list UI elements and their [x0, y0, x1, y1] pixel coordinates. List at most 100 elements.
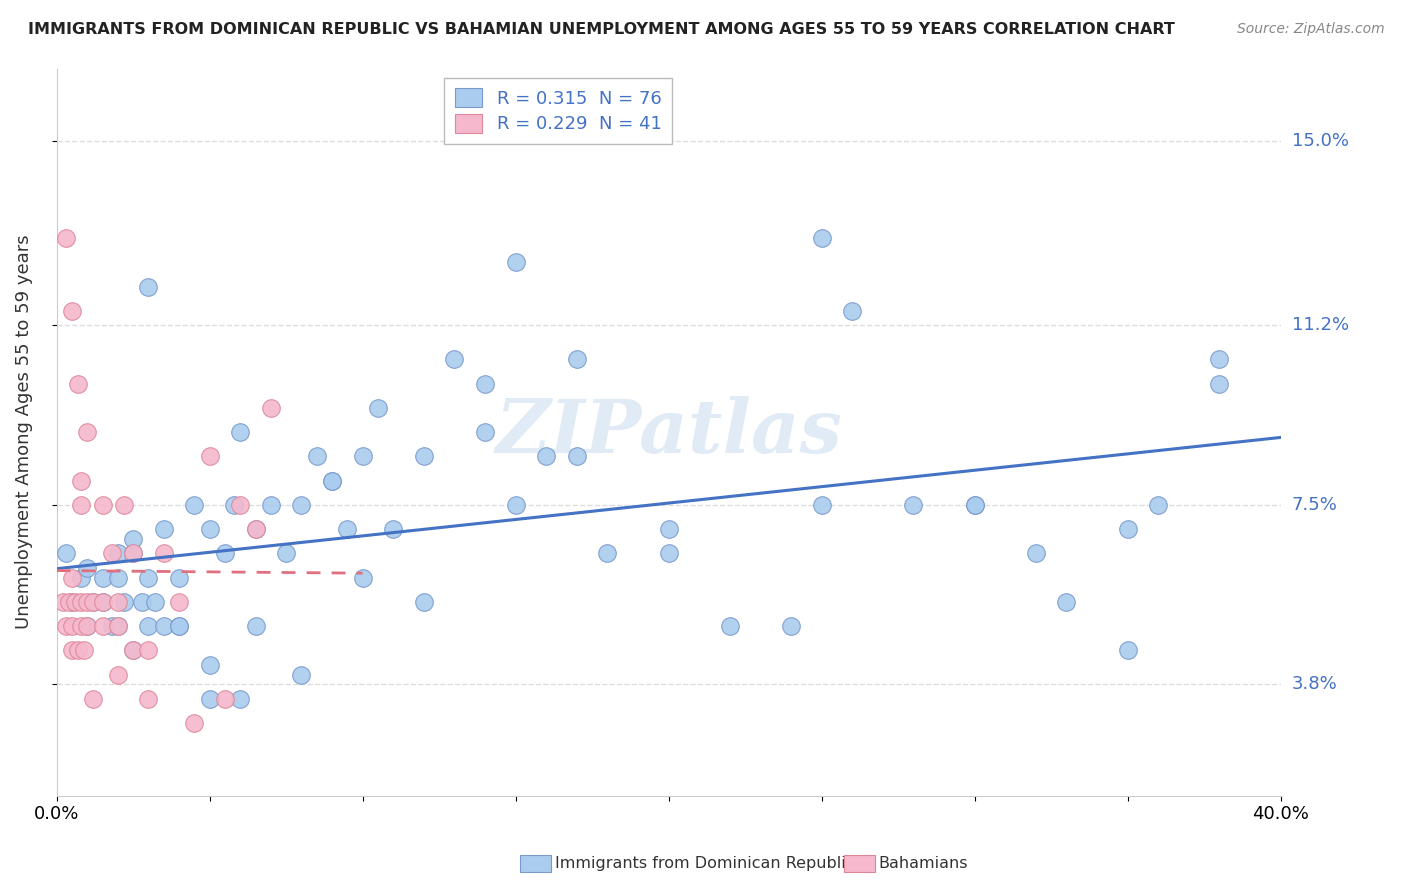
Point: [138, 279, 160, 293]
Point: [122, 532, 145, 546]
Text: 15.0%: 15.0%: [1292, 132, 1348, 150]
Point: [260, 498, 283, 512]
Point: [505, 255, 527, 269]
Y-axis label: Unemployment Among Ages 55 to 59 years: Unemployment Among Ages 55 to 59 years: [15, 235, 32, 630]
Point: [198, 522, 221, 536]
Point: [336, 522, 359, 536]
Point: [112, 498, 135, 512]
Point: [1116, 643, 1139, 657]
Point: [122, 643, 145, 657]
Point: [1025, 546, 1047, 560]
Point: [152, 619, 174, 633]
Point: [60, 304, 83, 318]
Point: [810, 231, 832, 245]
Point: [565, 352, 588, 367]
Point: [658, 522, 681, 536]
Point: [107, 571, 129, 585]
Point: [841, 304, 863, 318]
Point: [152, 522, 174, 536]
Point: [534, 450, 557, 464]
Point: [963, 498, 986, 512]
Point: [122, 546, 145, 560]
Point: [73, 643, 96, 657]
Point: [143, 595, 166, 609]
Point: [76, 619, 98, 633]
Point: [91, 595, 114, 609]
Point: [1208, 352, 1230, 367]
Point: [100, 546, 122, 560]
Point: [55, 231, 77, 245]
Legend: R = 0.315  N = 76, R = 0.229  N = 41: R = 0.315 N = 76, R = 0.229 N = 41: [444, 78, 672, 145]
Text: 3.8%: 3.8%: [1292, 675, 1337, 693]
Point: [412, 450, 434, 464]
Point: [167, 619, 190, 633]
Point: [214, 546, 236, 560]
Point: [474, 376, 496, 391]
Point: [63, 595, 86, 609]
Point: [138, 691, 160, 706]
Point: [138, 571, 160, 585]
Point: [565, 450, 588, 464]
Point: [810, 498, 832, 512]
Point: [76, 595, 98, 609]
Point: [1208, 376, 1230, 391]
Point: [229, 691, 252, 706]
Text: IMMIGRANTS FROM DOMINICAN REPUBLIC VS BAHAMIAN UNEMPLOYMENT AMONG AGES 55 TO 59 : IMMIGRANTS FROM DOMINICAN REPUBLIC VS BA…: [28, 22, 1175, 37]
Text: 11.2%: 11.2%: [1292, 317, 1348, 334]
Text: ZIPatlas: ZIPatlas: [495, 396, 842, 468]
Point: [412, 595, 434, 609]
Point: [107, 546, 129, 560]
Point: [52, 595, 75, 609]
Point: [70, 571, 93, 585]
Point: [107, 619, 129, 633]
Point: [60, 619, 83, 633]
Point: [70, 619, 93, 633]
Point: [58, 595, 80, 609]
Point: [167, 571, 190, 585]
Point: [596, 546, 619, 560]
Point: [443, 352, 465, 367]
Text: 7.5%: 7.5%: [1292, 496, 1337, 514]
Point: [167, 619, 190, 633]
Point: [70, 474, 93, 488]
Point: [152, 546, 174, 560]
Point: [305, 450, 328, 464]
Point: [198, 450, 221, 464]
Point: [718, 619, 741, 633]
Point: [382, 522, 405, 536]
Text: Source: ZipAtlas.com: Source: ZipAtlas.com: [1237, 22, 1385, 37]
Point: [76, 425, 98, 439]
Point: [780, 619, 803, 633]
Point: [55, 619, 77, 633]
Point: [321, 474, 343, 488]
Point: [963, 498, 986, 512]
Point: [290, 498, 312, 512]
Point: [91, 571, 114, 585]
Point: [122, 546, 145, 560]
Point: [352, 571, 374, 585]
Point: [505, 498, 527, 512]
Text: Bahamians: Bahamians: [879, 856, 969, 871]
Point: [91, 619, 114, 633]
Point: [70, 498, 93, 512]
Point: [274, 546, 297, 560]
Point: [352, 450, 374, 464]
Point: [138, 643, 160, 657]
Point: [66, 376, 89, 391]
Point: [91, 498, 114, 512]
Point: [260, 401, 283, 415]
Point: [82, 691, 104, 706]
Point: [1054, 595, 1077, 609]
Point: [222, 498, 245, 512]
Point: [183, 498, 205, 512]
Point: [131, 595, 153, 609]
Point: [107, 595, 129, 609]
Point: [76, 561, 98, 575]
Point: [229, 498, 252, 512]
Point: [198, 691, 221, 706]
Point: [66, 643, 89, 657]
Point: [122, 643, 145, 657]
Point: [1116, 522, 1139, 536]
Point: [245, 522, 267, 536]
Point: [70, 595, 93, 609]
